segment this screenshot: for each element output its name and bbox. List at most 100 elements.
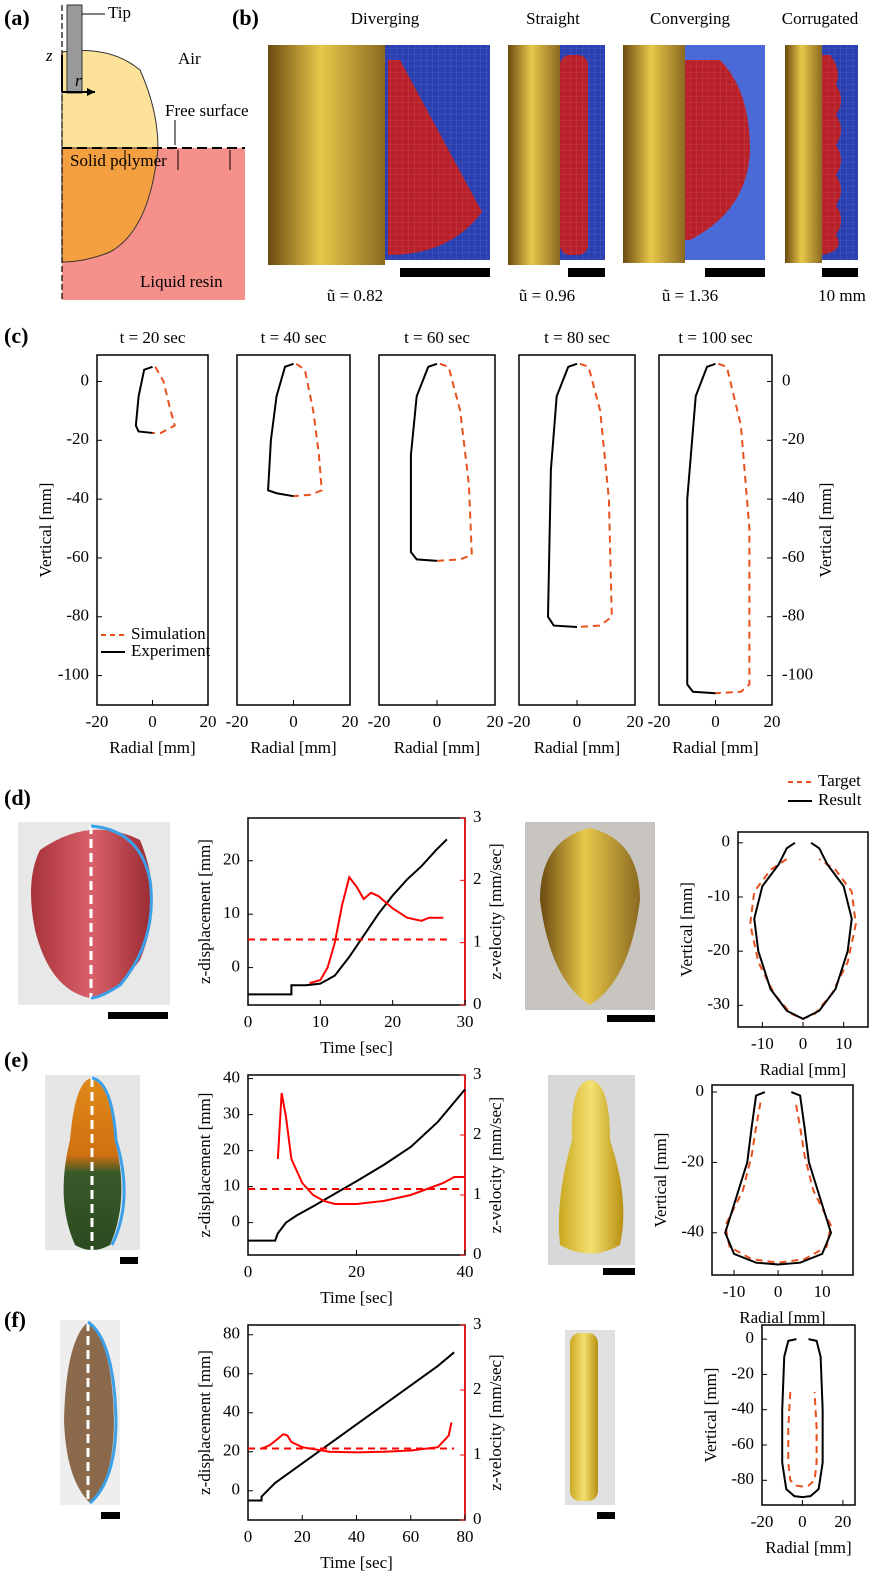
label: Air	[178, 49, 201, 68]
shape-title: Converging	[650, 9, 730, 28]
x-axis-label: Time [sec]	[320, 1038, 393, 1057]
y2-tick-label: 0	[473, 1509, 482, 1528]
x-axis-label: Radial [mm]	[394, 738, 480, 757]
x-axis-label: Radial [mm]	[760, 1060, 846, 1079]
shape-title: Diverging	[351, 9, 420, 28]
x-tick-label: 20	[294, 1527, 311, 1546]
y-tick-label: -30	[707, 994, 730, 1013]
x-axis-label: Radial [mm]	[109, 738, 195, 757]
plot-frame	[247, 1324, 466, 1521]
x-tick-label: 20	[348, 1262, 365, 1281]
x-tick-label: -10	[751, 1034, 774, 1053]
y-tick-label: 40	[223, 1068, 240, 1087]
x-tick-label: 10	[835, 1034, 852, 1053]
legend-label: Simulation	[131, 624, 206, 643]
x-tick-label: -20	[368, 712, 391, 731]
x-tick-label: 0	[289, 712, 298, 731]
y-axis-label: Vertical [mm]	[816, 483, 835, 578]
y-axis-label: Vertical [mm]	[651, 1133, 670, 1228]
x-tick-label: 0	[711, 712, 720, 731]
shape-caption: ũ = 0.82	[327, 286, 383, 305]
plot-frame	[658, 354, 773, 706]
x-tick-label: -20	[751, 1512, 774, 1531]
x-tick-label: -10	[723, 1282, 746, 1301]
panel-label: (e)	[4, 1047, 28, 1072]
shape-gallery: Diverging Straight Converging Corrugated…	[268, 9, 866, 305]
y-axis-label: z-displacement [mm]	[195, 1350, 214, 1495]
x-tick-label: 20	[487, 712, 504, 731]
y-axis-label: z-displacement [mm]	[195, 1093, 214, 1238]
data-line	[267, 362, 294, 498]
label: Tip	[108, 3, 131, 22]
photos	[18, 822, 655, 1519]
y-tick-label: -40	[782, 488, 805, 507]
x-tick-label: 0	[798, 1512, 807, 1531]
data-line	[546, 362, 578, 629]
legend-label: Target	[818, 771, 861, 790]
x-axis-label: Radial [mm]	[739, 1308, 825, 1327]
x-tick-label: 20	[627, 712, 644, 731]
y2-axis-label: z-velocity [mm/sec]	[486, 1354, 505, 1490]
plot-frame	[761, 1324, 856, 1506]
y-tick-label: -20	[707, 940, 730, 959]
y2-tick-label: 0	[473, 994, 482, 1013]
plot-frame	[236, 354, 351, 706]
plot-frame	[518, 354, 636, 706]
x-axis-label: Radial [mm]	[250, 738, 336, 757]
data-line	[276, 1092, 465, 1205]
y-tick-label: -40	[66, 488, 89, 507]
y-tick-label: 0	[696, 1081, 705, 1100]
y-tick-label: 10	[223, 1176, 240, 1195]
data-line	[686, 362, 716, 695]
y2-axis-label: z-velocity [mm/sec]	[486, 1097, 505, 1233]
data-line	[248, 838, 448, 996]
x-tick-label: 20	[384, 1012, 401, 1031]
y-tick-label: -80	[66, 606, 89, 625]
data-line	[309, 874, 444, 985]
x-tick-label: 40	[457, 1262, 474, 1281]
y2-tick-label: 3	[473, 1064, 482, 1083]
y-tick-label: 0	[232, 1480, 241, 1499]
y2-tick-label: 1	[473, 1444, 482, 1463]
legend-label: Result	[818, 790, 862, 809]
x-tick-label: 0	[774, 1282, 783, 1301]
y-tick-label: -60	[782, 547, 805, 566]
y-tick-label: -10	[707, 886, 730, 905]
data-line	[248, 1351, 455, 1502]
shape-title: Corrugated	[782, 9, 859, 28]
x-tick-label: 20	[834, 1512, 851, 1531]
x-tick-label: -20	[226, 712, 249, 731]
panel-label: (f)	[4, 1307, 26, 1332]
x-tick-label: 10	[814, 1282, 831, 1301]
x-tick-label: 20	[764, 712, 781, 731]
data-line	[576, 362, 613, 629]
label: z	[45, 46, 53, 65]
x-tick-label: -20	[648, 712, 671, 731]
plot-frame	[247, 817, 466, 1006]
y-tick-label: -20	[731, 1363, 754, 1382]
panel-label: (a)	[4, 5, 30, 30]
y2-axis-label: z-velocity [mm/sec]	[486, 843, 505, 979]
legend-label: Experiment	[131, 641, 211, 660]
y-tick-label: 60	[223, 1363, 240, 1382]
data-line	[749, 858, 857, 1020]
shape-caption: ũ = 1.36	[662, 286, 718, 305]
y-tick-label: -40	[681, 1222, 704, 1241]
data-line	[293, 363, 323, 498]
x-axis-label: Radial [mm]	[765, 1538, 851, 1557]
chart-title: t = 100 sec	[678, 328, 753, 347]
plot-frame	[737, 831, 869, 1028]
data-line	[787, 1392, 818, 1488]
panel-label: (d)	[4, 785, 31, 810]
y2-tick-label: 0	[473, 1244, 482, 1263]
data-line	[753, 842, 853, 1020]
plot-frame	[378, 354, 496, 706]
y-tick-label: -80	[731, 1469, 754, 1488]
y-tick-label: 0	[722, 832, 731, 851]
y2-tick-label: 2	[473, 869, 482, 888]
x-tick-label: 30	[457, 1012, 474, 1031]
x-axis-label: Radial [mm]	[672, 738, 758, 757]
data-line	[781, 1338, 824, 1499]
label: Solid polymer	[70, 151, 167, 170]
x-tick-label: 0	[244, 1262, 253, 1281]
